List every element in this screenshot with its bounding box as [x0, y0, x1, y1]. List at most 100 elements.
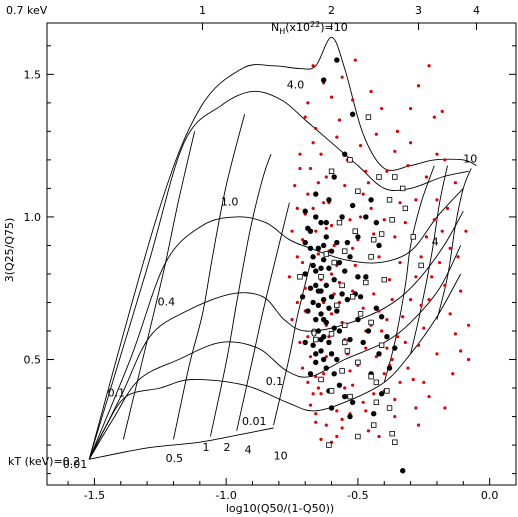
red-dot-point	[353, 263, 357, 268]
black-circle-point	[313, 359, 319, 366]
red-dot-point	[422, 380, 426, 384]
red-dot-point	[337, 118, 342, 122]
black-circle-point	[386, 365, 393, 371]
red-dot-point	[385, 317, 389, 322]
y-tick-label: 1.0	[24, 211, 42, 224]
black-circle-point	[328, 351, 335, 357]
black-circle-point	[342, 151, 348, 157]
red-dot-point	[329, 272, 334, 276]
black-circle-point	[307, 285, 314, 291]
black-circle-point	[326, 339, 332, 346]
open-square-point	[323, 251, 329, 257]
open-square-point	[349, 294, 356, 300]
black-circle-point	[310, 254, 316, 260]
open-square-point	[389, 430, 395, 437]
open-square-point	[328, 331, 335, 337]
black-circle-point	[334, 308, 340, 314]
black-circle-point	[355, 234, 361, 240]
red-dot-point	[380, 329, 384, 333]
red-dot-point	[300, 238, 305, 242]
red-dot-point	[361, 400, 365, 404]
open-square-point	[336, 219, 343, 226]
black-circle-point	[318, 336, 324, 343]
black-circle-point	[310, 299, 316, 306]
red-dot-point	[437, 260, 442, 265]
black-circle-point	[320, 296, 327, 303]
red-dot-point	[303, 286, 307, 290]
red-dot-point	[322, 201, 326, 205]
black-circle-point	[334, 239, 340, 246]
red-dot-point	[448, 312, 452, 316]
red-dot-point	[398, 260, 402, 265]
red-dot-point	[443, 283, 447, 287]
open-square-point	[373, 379, 380, 386]
red-dot-point	[340, 417, 344, 422]
red-dot-point	[464, 229, 468, 233]
red-dot-point	[466, 323, 471, 327]
red-dot-point	[451, 372, 455, 376]
red-dot-point	[324, 355, 328, 359]
open-square-point	[328, 388, 335, 394]
curve-label: 1	[202, 441, 209, 454]
red-dot-point	[332, 292, 336, 296]
black-circle-point	[331, 276, 337, 283]
red-dot-point	[316, 181, 320, 185]
red-dot-point	[332, 243, 336, 248]
black-circle-point	[373, 219, 380, 226]
black-circle-point	[349, 111, 356, 117]
curve-label: 0	[310, 327, 317, 340]
open-square-point	[418, 262, 424, 269]
open-square-point	[352, 228, 358, 234]
y-tick-label: 1.5	[24, 68, 42, 81]
black-circle-point	[302, 271, 308, 277]
black-circle-point	[347, 336, 353, 343]
red-dot-point	[435, 352, 439, 356]
open-square-point	[347, 157, 353, 163]
red-dot-point	[364, 346, 368, 350]
red-dot-point	[295, 255, 299, 259]
open-square-point	[371, 237, 377, 243]
black-circle-point	[313, 268, 319, 274]
model-grid-curves	[88, 36, 477, 460]
red-dot-point	[403, 340, 407, 345]
red-dot-point	[382, 218, 386, 222]
open-square-point	[368, 373, 374, 380]
red-dot-point	[401, 315, 405, 319]
open-square-point	[363, 279, 369, 286]
black-circle-point	[331, 174, 337, 180]
red-dot-point	[364, 409, 368, 413]
red-dot-point	[445, 206, 450, 210]
black-circle-point	[376, 351, 382, 357]
red-dot-point	[440, 229, 444, 233]
red-dot-point	[366, 429, 371, 433]
black-circle-point	[344, 239, 351, 246]
black-circle-point	[326, 305, 332, 311]
red-dot-point	[419, 255, 423, 259]
nh-mid: (x10	[285, 21, 310, 34]
red-dot-point	[387, 278, 392, 282]
black-circle-point	[349, 202, 356, 209]
curve-label: 0.01	[63, 458, 88, 471]
red-dot-point	[416, 343, 421, 347]
black-circle-point	[336, 328, 343, 334]
curve-label: 0.1	[108, 387, 126, 400]
red-dot-point	[453, 332, 457, 336]
curve-label: 1.0	[221, 196, 239, 209]
black-circle-point	[342, 268, 348, 274]
black-circle-point	[302, 339, 308, 346]
black-circle-point	[371, 411, 377, 417]
curve-label: 0.5	[166, 452, 184, 465]
black-circle-point	[313, 351, 319, 357]
red-dot-point	[343, 386, 347, 390]
open-square-point	[392, 439, 398, 445]
red-dot-point	[348, 369, 352, 373]
open-square-point	[297, 274, 303, 280]
red-dot-point	[351, 246, 355, 250]
red-dot-point	[340, 426, 344, 430]
black-circle-point	[331, 371, 337, 377]
open-square-point	[334, 302, 340, 309]
red-dot-point	[311, 392, 315, 396]
open-square-point	[318, 376, 324, 383]
red-dot-point	[290, 229, 294, 233]
kt-curve-8	[436, 168, 472, 320]
